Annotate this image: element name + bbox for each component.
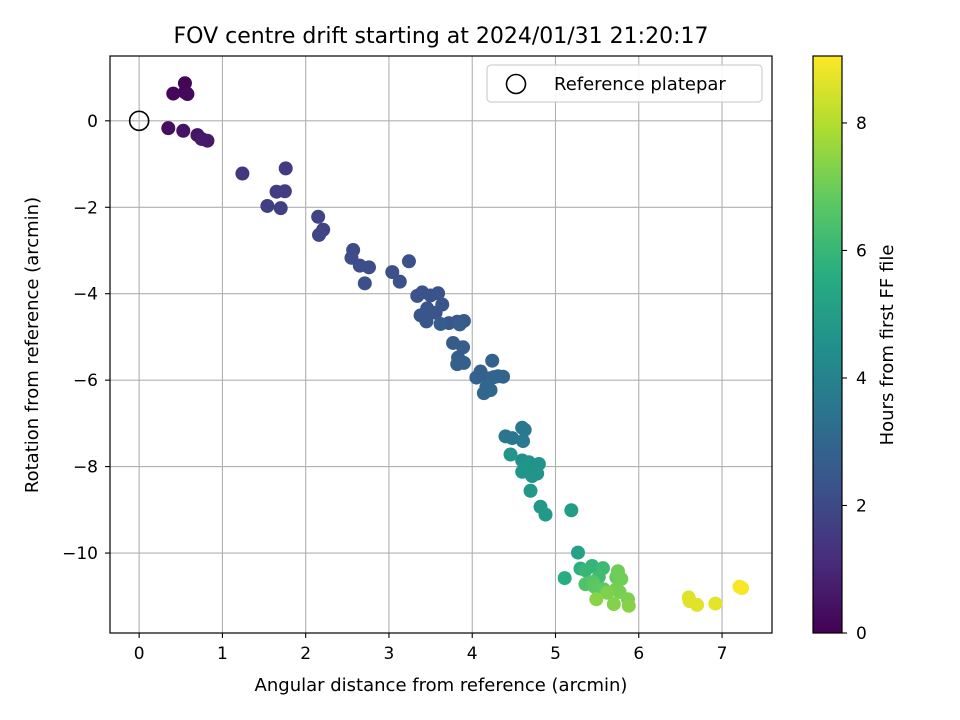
data-point — [606, 597, 621, 612]
data-point — [161, 121, 176, 136]
data-point — [469, 370, 484, 385]
data-point — [578, 563, 593, 578]
colorbar-label: Hours from first FF file — [877, 245, 898, 446]
data-point — [452, 317, 467, 332]
data-point — [419, 314, 434, 329]
data-point — [517, 422, 532, 437]
data-point — [485, 353, 500, 368]
data-point — [538, 507, 553, 522]
data-point — [503, 447, 518, 462]
data-point — [401, 254, 416, 269]
x-tick-label: 2 — [300, 644, 311, 664]
x-tick-label: 4 — [467, 644, 478, 664]
data-point — [450, 357, 465, 372]
x-axis-label: Angular distance from reference (arcmin) — [255, 675, 628, 696]
data-point — [505, 431, 520, 446]
data-point — [496, 369, 511, 384]
data-point — [456, 340, 471, 355]
y-tick-label: −2 — [73, 198, 98, 218]
y-tick-label: −10 — [62, 544, 98, 564]
data-point — [357, 276, 372, 291]
data-point — [621, 598, 636, 613]
legend-marker — [505, 73, 527, 95]
plot-frame — [109, 55, 773, 634]
data-point — [278, 161, 293, 176]
data-point — [260, 198, 275, 213]
data-point — [435, 297, 450, 312]
x-tick-label: 0 — [134, 644, 145, 664]
data-point — [361, 260, 376, 275]
data-point — [600, 585, 615, 600]
data-point — [423, 288, 438, 303]
data-point — [180, 87, 195, 102]
data-point — [557, 571, 572, 586]
data-point — [277, 184, 292, 199]
chart-title: FOV centre drift starting at 2024/01/31 … — [174, 24, 709, 49]
data-point — [273, 201, 288, 216]
data-point — [312, 227, 327, 242]
x-tick-label: 3 — [384, 644, 395, 664]
data-points — [161, 76, 750, 613]
y-tick-label: −8 — [73, 458, 98, 478]
colorbar-tick-label: 0 — [856, 624, 867, 644]
data-point — [235, 166, 250, 181]
data-point — [570, 545, 585, 560]
colorbar-tick-label: 2 — [856, 496, 867, 516]
y-tick-label: −4 — [73, 285, 98, 305]
colorbar-gradient — [812, 55, 843, 634]
y-axis-ticks: 0 −2 −4 −6 −8 −10 — [62, 112, 110, 564]
data-point — [433, 316, 448, 331]
x-tick-label: 1 — [217, 644, 228, 664]
colorbar: 0 2 4 6 8 Hours from first FF file — [812, 55, 898, 644]
data-point — [166, 86, 181, 101]
y-axis-label: Rotation from reference (arcmin) — [22, 197, 43, 493]
grid-lines — [110, 56, 772, 633]
x-tick-label: 6 — [633, 644, 644, 664]
y-tick-label: −6 — [73, 371, 98, 391]
data-point — [200, 133, 215, 148]
reference-marker — [128, 110, 150, 132]
data-point — [690, 597, 705, 612]
legend-box — [486, 64, 763, 103]
data-point — [708, 596, 723, 611]
data-point — [392, 274, 407, 289]
colorbar-ticks: 0 2 4 6 8 — [842, 114, 867, 644]
x-axis-ticks: 0 1 2 3 4 5 6 7 — [134, 633, 728, 664]
data-point — [385, 265, 400, 280]
data-point — [564, 503, 579, 518]
x-tick-label: 7 — [717, 644, 728, 664]
data-point — [523, 483, 538, 498]
data-point — [516, 434, 531, 449]
data-point — [589, 592, 604, 607]
data-point — [483, 383, 498, 398]
data-point — [735, 581, 750, 596]
legend-entry-reference-platepar: Reference platepar — [554, 74, 726, 95]
data-point — [176, 123, 191, 138]
data-point — [517, 460, 532, 475]
legend: Reference platepar — [486, 64, 763, 103]
data-point — [614, 571, 629, 586]
colorbar-tick-label: 6 — [856, 241, 867, 261]
colorbar-tick-label: 8 — [856, 114, 867, 134]
colorbar-tick-label: 4 — [856, 369, 867, 389]
x-tick-label: 5 — [550, 644, 561, 664]
data-point — [311, 209, 326, 224]
y-tick-label: 0 — [87, 112, 98, 132]
